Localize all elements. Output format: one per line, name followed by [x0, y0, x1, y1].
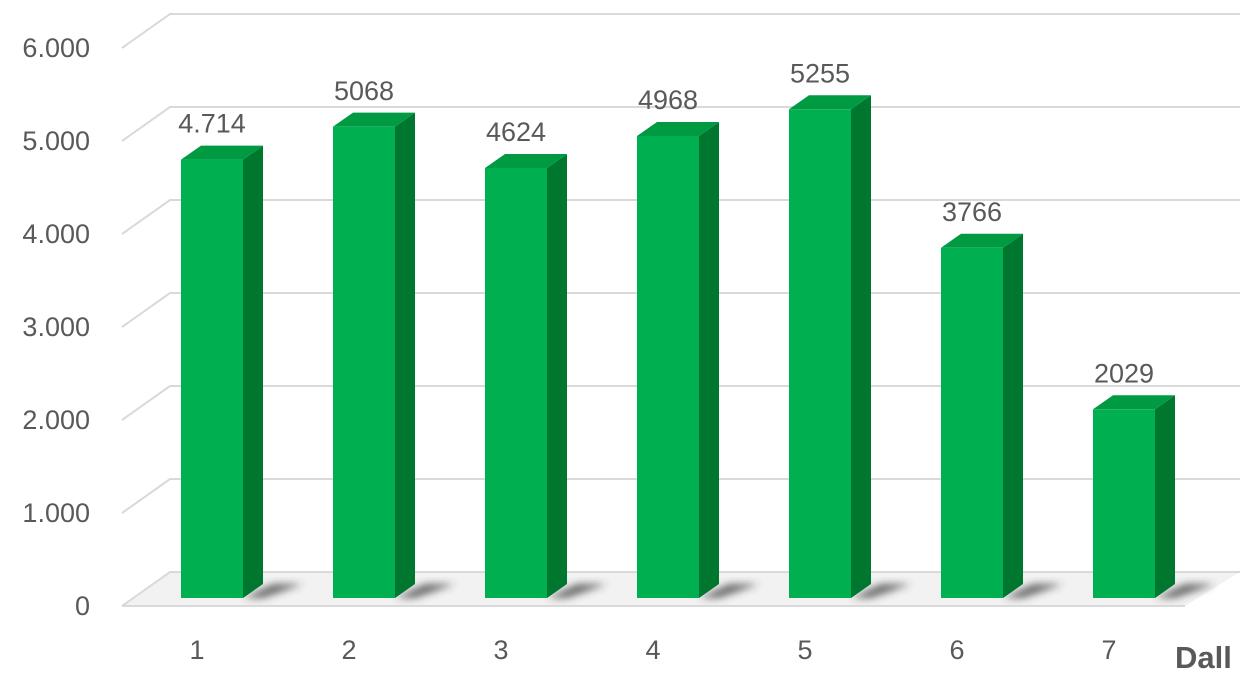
bar-side [547, 153, 567, 598]
x-tick-label: 7 [1101, 635, 1116, 665]
x-tick-label: 2 [341, 635, 356, 665]
bar-top [333, 112, 415, 127]
bar [1093, 409, 1155, 598]
bar-shadow [851, 584, 911, 598]
bar-side [243, 145, 263, 598]
bar-side [699, 121, 719, 598]
data-label: 2029 [1094, 358, 1154, 388]
bar [789, 109, 851, 598]
bar-side [851, 95, 871, 598]
bar-shadow [243, 584, 303, 598]
bar-shadow [1003, 584, 1063, 598]
bar-side [1003, 233, 1023, 598]
y-tick-label: 6.000 [22, 33, 90, 63]
grid-line [121, 478, 1240, 514]
bar-top [181, 145, 263, 160]
bar-top [637, 121, 719, 136]
data-label: 5068 [334, 76, 394, 106]
bar [941, 247, 1003, 598]
grid-line [121, 385, 1240, 421]
y-tick-label: 1.000 [22, 498, 90, 528]
grid-line [121, 199, 1240, 235]
bar-top [1093, 395, 1175, 410]
bar-shadow [547, 584, 607, 598]
grid-line [121, 13, 1240, 49]
bar-shadow [1155, 584, 1215, 598]
bar-shadow [699, 584, 759, 598]
data-label: 5255 [790, 58, 850, 88]
bar [637, 135, 699, 598]
y-tick-label: 0 [75, 591, 90, 621]
bar-side [395, 112, 415, 599]
grid-line [121, 292, 1240, 328]
bar [333, 126, 395, 599]
bar-top [485, 153, 567, 168]
x-tick-label: 4 [645, 635, 660, 665]
y-tick-label: 5.000 [22, 126, 90, 156]
x-tick-label: 6 [949, 635, 964, 665]
grid-line [121, 106, 1240, 142]
data-label: 4624 [486, 117, 546, 147]
bar-top [941, 233, 1023, 248]
y-tick-label: 2.000 [22, 405, 90, 435]
data-label: 4968 [638, 85, 698, 115]
x-axis-label: Dall [1175, 640, 1232, 675]
x-tick-label: 5 [797, 635, 812, 665]
bar [485, 167, 547, 598]
x-tick-label: 1 [189, 635, 204, 665]
bar-top [789, 95, 871, 110]
y-tick-label: 3.000 [22, 312, 90, 342]
x-tick-label: 3 [493, 635, 508, 665]
bar-shadow [395, 584, 455, 598]
y-tick-label: 4.000 [22, 219, 90, 249]
data-label: 4.714 [178, 109, 246, 139]
grid-line [121, 571, 1240, 607]
bar [181, 159, 243, 598]
bar-side [1155, 395, 1175, 598]
data-label: 3766 [942, 197, 1002, 227]
